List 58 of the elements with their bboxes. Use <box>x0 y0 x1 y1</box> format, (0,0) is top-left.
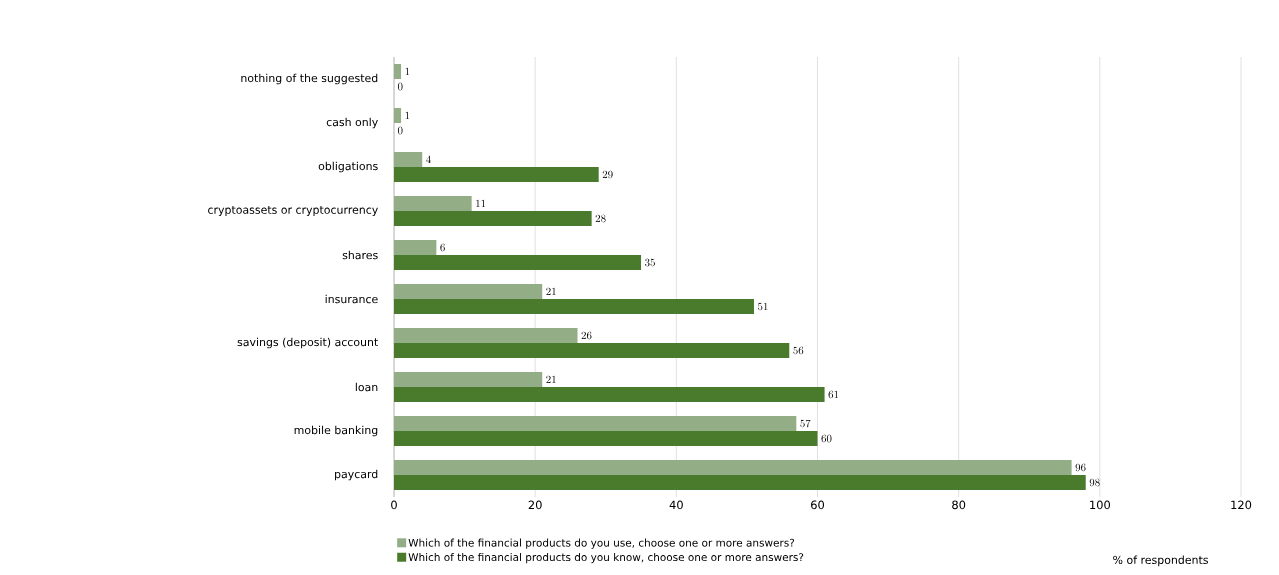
data-label: 1 <box>405 111 410 120</box>
y-tick-label: nothing of the suggested <box>241 73 378 85</box>
data-label: 29 <box>602 170 613 179</box>
bar <box>394 475 1086 490</box>
bar <box>394 240 437 255</box>
legend-label: Which of the financial products do you use, choose one or more answers? <box>408 538 795 549</box>
x-tick-label: 60 <box>811 500 825 510</box>
data-label: 11 <box>476 199 486 208</box>
bar <box>394 196 472 211</box>
bar <box>394 387 825 402</box>
y-tick-label: insurance <box>325 294 378 304</box>
bar <box>394 284 543 299</box>
data-label: 98 <box>1089 478 1100 487</box>
y-tick-label: obligations <box>318 161 378 173</box>
x-axis-title: % of respondents <box>1113 555 1208 567</box>
data-label: 35 <box>645 258 655 267</box>
data-label: 0 <box>397 82 403 91</box>
data-label: 26 <box>581 331 592 340</box>
y-tick-label: mobile banking <box>294 425 378 437</box>
bar <box>394 460 1072 475</box>
bar <box>394 343 790 358</box>
data-label: 56 <box>793 346 804 355</box>
x-tick-label: 80 <box>952 500 966 510</box>
x-tick-label: 100 <box>1090 500 1111 510</box>
bar <box>394 431 818 446</box>
bar <box>394 255 642 270</box>
bar <box>394 108 402 123</box>
data-label: 21 <box>546 287 556 296</box>
data-label: 96 <box>1075 463 1086 472</box>
x-tick-label: 20 <box>528 500 542 510</box>
data-label: 0 <box>397 126 403 135</box>
y-tick-label: paycard <box>335 469 378 481</box>
data-label: 57 <box>800 419 811 428</box>
bar <box>394 372 543 387</box>
data-label: 61 <box>828 390 839 399</box>
bar <box>394 416 797 431</box>
data-label: 4 <box>426 155 431 164</box>
bar <box>394 63 402 79</box>
y-tick-label: shares <box>342 250 378 260</box>
data-label: 1 <box>405 67 410 76</box>
x-tick-label: 0 <box>391 500 397 510</box>
data-label: 28 <box>595 214 606 223</box>
y-tick-label: cash only <box>326 117 378 129</box>
y-tick-label: savings (deposit) account <box>237 337 378 349</box>
bar <box>394 152 423 167</box>
legend-label: Which of the financial products do you know, choose one or more answers? <box>408 553 804 564</box>
bar <box>394 167 599 182</box>
bar <box>394 299 754 314</box>
data-label: 21 <box>546 375 556 384</box>
y-tick-label: loan <box>355 382 378 392</box>
bar <box>394 211 592 226</box>
data-label: 60 <box>821 434 832 443</box>
x-tick-label: 120 <box>1231 500 1252 510</box>
y-tick-label: cryptoassets or cryptocurrency <box>208 206 378 216</box>
x-tick-label: 40 <box>669 500 683 510</box>
data-label: 51 <box>758 302 768 311</box>
bar <box>394 328 578 343</box>
data-label: 6 <box>440 243 445 252</box>
